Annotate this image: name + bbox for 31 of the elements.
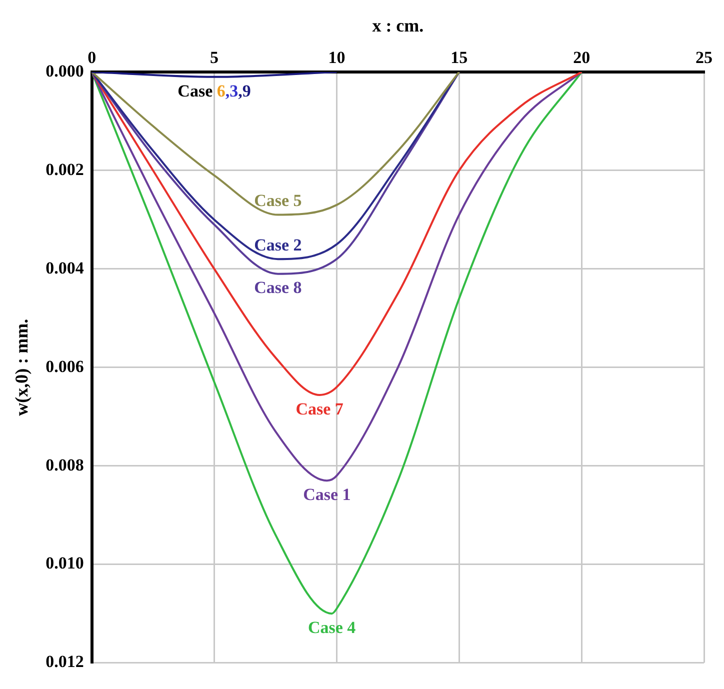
series-label: Case 4 [308,618,356,637]
line-series [92,72,583,482]
line-series [92,72,460,216]
annotation: , [225,81,230,100]
series-label: Case 2 [254,235,302,254]
annotation: Case [178,81,217,100]
x-tick-label: 10 [328,48,346,68]
series-label: 9 [242,81,251,100]
y-tick-label: 0.006 [46,356,84,376]
x-tick-label: 0 [88,48,96,68]
x-axis-title: x : cm. [372,15,424,36]
line-series [92,72,583,396]
text: , [238,81,242,100]
legend-label: 6 [216,81,226,100]
y-tick-label: 0.012 [46,652,84,672]
y-tick-label: 0.000 [46,61,84,80]
legend-label: 3 [230,81,238,100]
line-series [92,72,583,615]
y-axis-title: w(x,0) : mm. [11,318,32,416]
x-tick-label: 5 [210,48,219,68]
y-tick-label: 0.008 [46,455,84,474]
series-label: Case 1 [303,485,351,504]
x-tick-label: 25 [696,48,712,68]
y-tick-label: 0.002 [46,160,84,179]
y-tick-label: 0.004 [46,258,84,278]
x-tick-label: 20 [573,48,590,68]
series-label: Case 5 [254,191,302,210]
series-label: Case 7 [296,399,344,418]
x-tick-label: 15 [450,48,468,68]
series-label: Case 8 [254,278,302,298]
y-tick-label: 0.010 [46,554,84,573]
